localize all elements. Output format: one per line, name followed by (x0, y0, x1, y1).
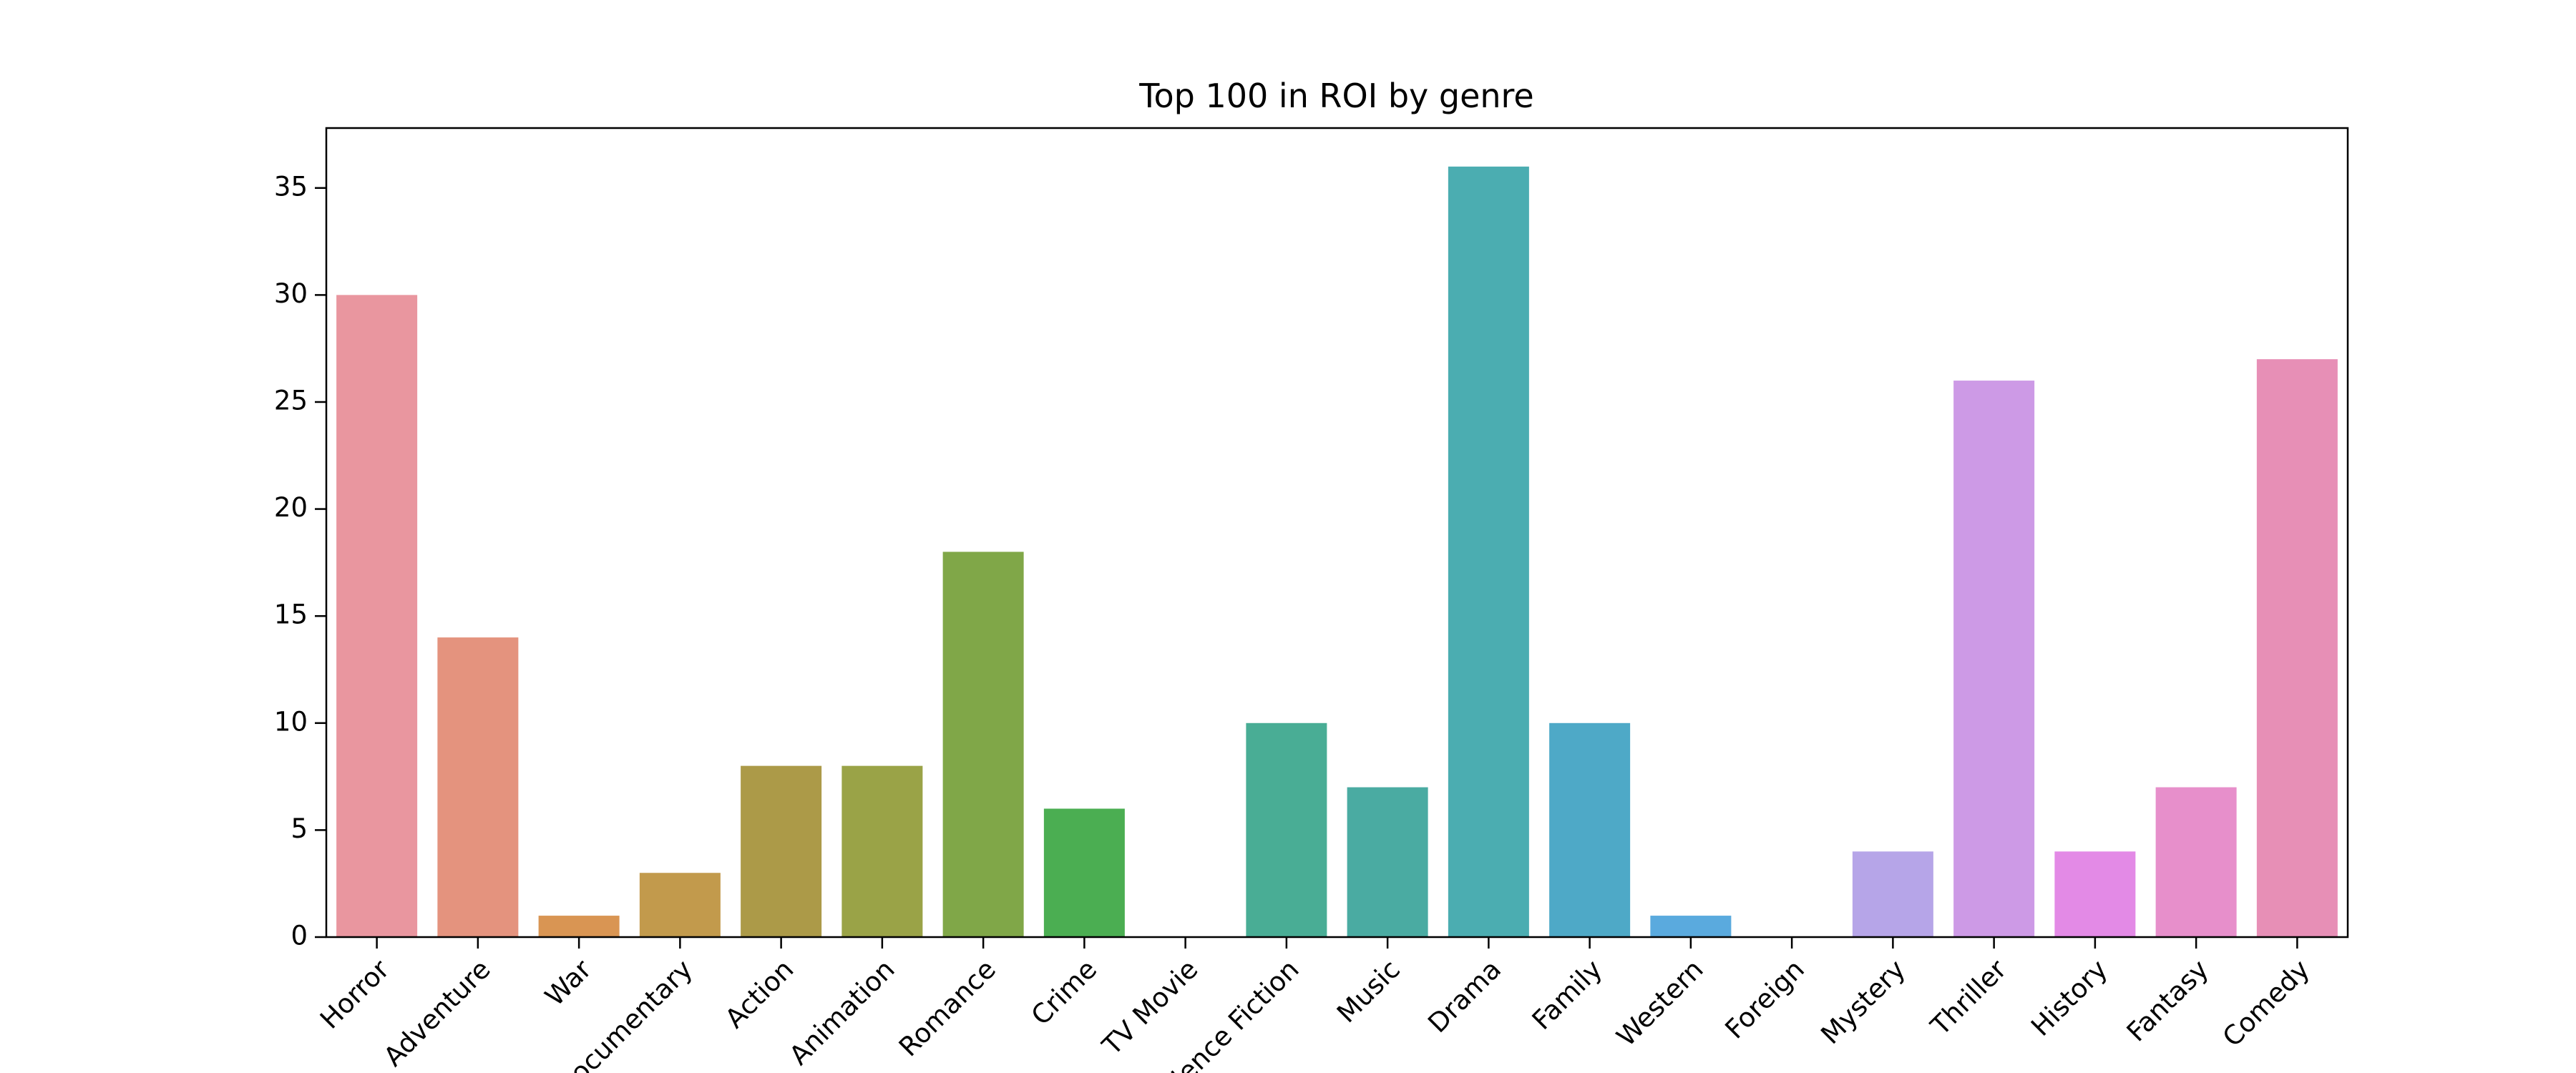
chart-title: Top 100 in ROI by genre (1138, 77, 1533, 115)
x-tick-label: History (2025, 954, 2113, 1042)
y-tick-label: 30 (274, 278, 308, 309)
x-tick-label: TV Movie (1096, 954, 1204, 1062)
bar (1953, 381, 2035, 937)
x-tick-label: Animation (784, 954, 901, 1071)
x-tick-label: Fantasy (2121, 954, 2215, 1047)
y-tick-label: 0 (291, 921, 308, 951)
bar (1549, 722, 1631, 937)
x-tick-label: Drama (1422, 954, 1507, 1039)
bar (1448, 166, 1529, 937)
bar (639, 873, 721, 937)
y-tick-label: 15 (274, 599, 308, 630)
x-tick-label: Comedy (2217, 954, 2316, 1052)
x-tick-label: Western (1611, 954, 1709, 1052)
y-tick-label: 25 (274, 385, 308, 416)
bar (1043, 808, 1125, 937)
x-tick-label: Mystery (1815, 954, 1911, 1050)
bar (336, 295, 418, 937)
bar (538, 916, 620, 937)
x-tick-label: Music (1331, 954, 1406, 1029)
x-tick-label: Thriller (1924, 954, 2013, 1042)
bar (2155, 787, 2237, 937)
x-tick-label: Action (719, 954, 799, 1034)
bar (841, 765, 923, 937)
x-tick-label: Adventure (378, 954, 497, 1072)
bar (2054, 851, 2136, 937)
plot-frame (325, 127, 2349, 939)
x-tick-label: Romance (893, 954, 1002, 1062)
x-tick-label: Foreign (1719, 954, 1810, 1044)
bar (2256, 359, 2338, 938)
x-tick-label: Horror (314, 954, 396, 1035)
bar (942, 552, 1024, 937)
bar (1852, 851, 1933, 937)
x-tick-label: Crime (1025, 954, 1103, 1031)
x-tick-label: Family (1526, 954, 1609, 1036)
bar (437, 637, 519, 937)
bar (1347, 787, 1428, 937)
y-tick-label: 5 (291, 813, 308, 844)
y-tick-label: 10 (274, 706, 308, 737)
bar (741, 765, 822, 937)
bar (1650, 916, 1732, 937)
y-tick-label: 35 (274, 171, 308, 202)
y-tick-label: 20 (274, 492, 308, 523)
bar (1246, 722, 1327, 937)
x-tick-label: War (540, 954, 598, 1012)
